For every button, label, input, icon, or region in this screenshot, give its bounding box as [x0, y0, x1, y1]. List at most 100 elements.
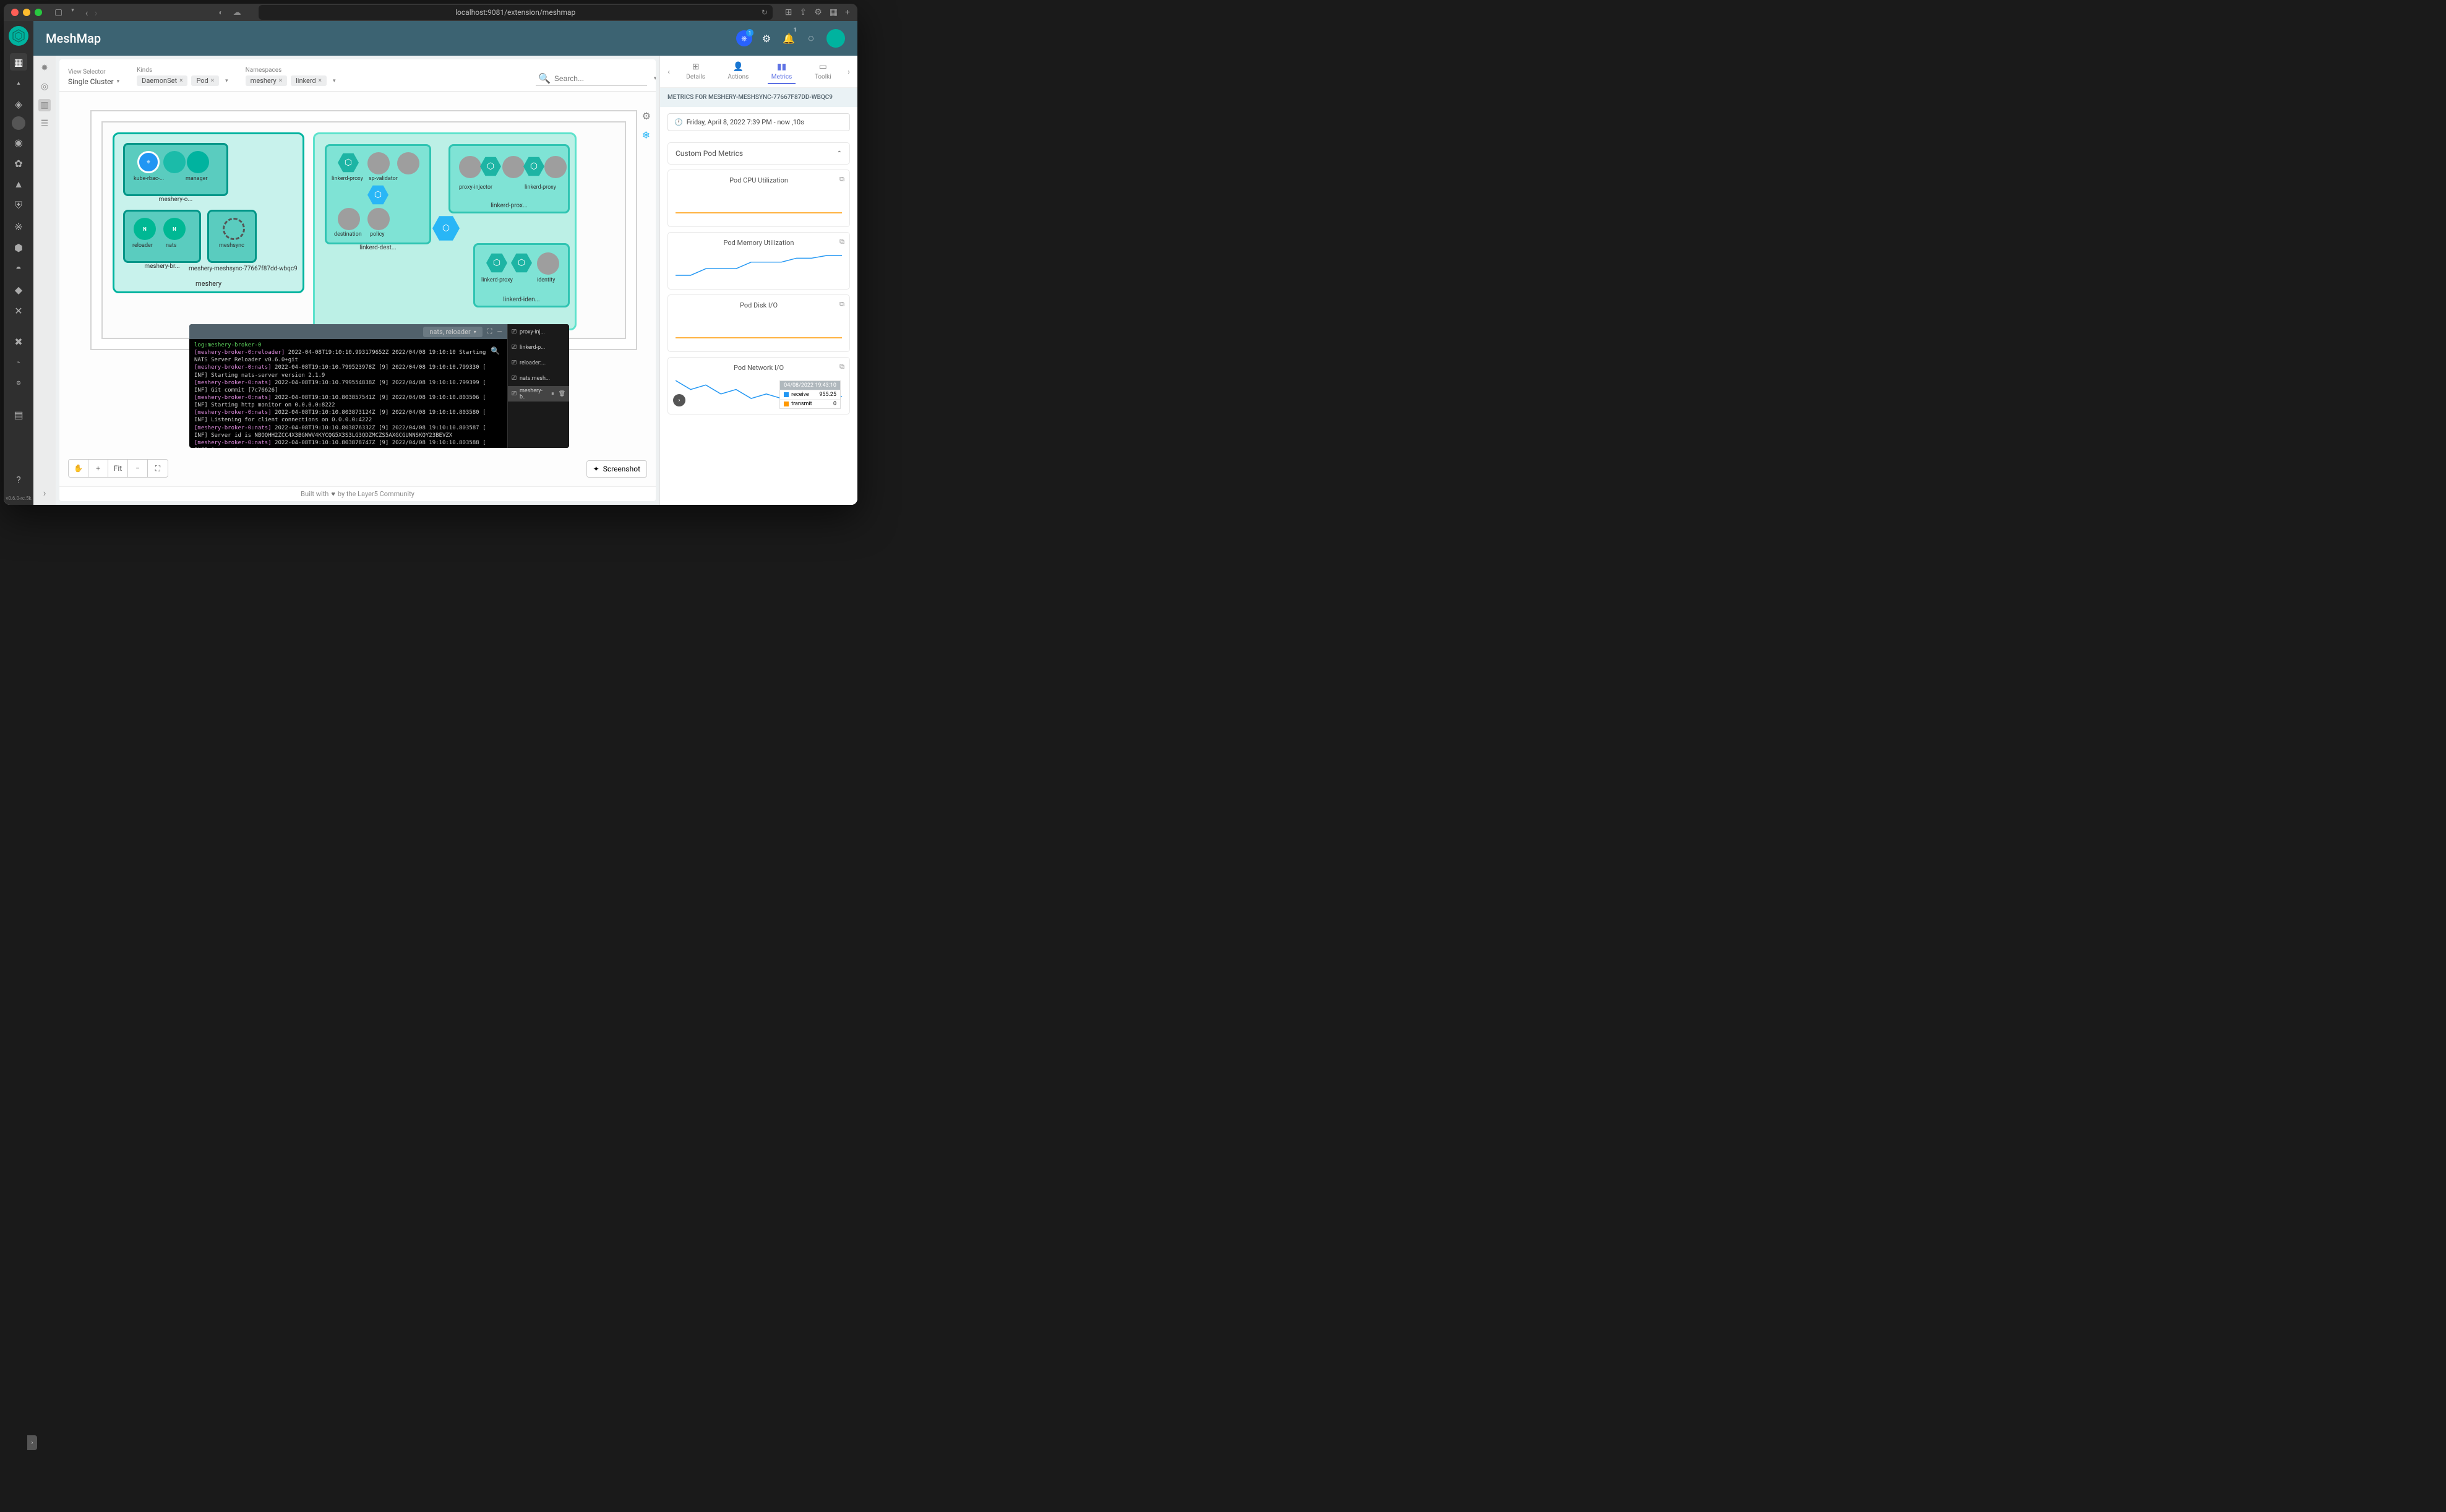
minimize-window[interactable] [23, 9, 30, 16]
k8s-context-icon[interactable]: ⎈1 [736, 30, 752, 46]
bug-icon[interactable]: ✹ [38, 62, 51, 74]
terminal-fullscreen-icon[interactable]: ⛶ [487, 327, 492, 336]
canvas[interactable]: ⚙ ❄ ⎈ [59, 92, 656, 486]
panel-tab-details[interactable]: ⊞Details [682, 59, 709, 84]
search-input[interactable] [554, 74, 650, 83]
rail-rocket-icon[interactable]: ▲ [10, 176, 27, 193]
open-icon[interactable]: ⧉ [839, 300, 844, 309]
rail-mesh-icon[interactable]: ※ [10, 218, 27, 235]
rail-expand-icon[interactable]: ▴ [10, 74, 27, 92]
pause-icon[interactable]: ⏸ [551, 391, 554, 397]
node-manager[interactable] [187, 151, 209, 173]
pod-meshery-operator[interactable]: ⎈ kube-rbac-... manager meshery-o... [123, 143, 228, 196]
url-bar[interactable]: localhost:9081/extension/meshmap ↻ [259, 5, 773, 20]
close-window[interactable] [11, 9, 19, 16]
terminal-selector-dropdown[interactable]: nats, reloader▾ [423, 327, 482, 337]
layers-icon[interactable]: ☰ [38, 118, 51, 130]
tabs-scroll-left[interactable]: ‹ [663, 67, 675, 76]
rail-hex-icon[interactable]: ⬢ [10, 239, 27, 256]
terminal-body[interactable]: log:meshery-broker-0[meshery-broker-0:re… [189, 339, 507, 448]
settings-icon[interactable]: ⚙ [814, 7, 822, 17]
node-hx3[interactable]: ⬡ [486, 252, 507, 273]
pod-linkerd-dest[interactable]: ⬡ linkerd-proxy sp-validator ⬡ desti [325, 144, 431, 244]
namespace-linkerd[interactable]: ⬡ linkerd-proxy sp-validator ⬡ desti [313, 132, 577, 330]
fit-button[interactable]: Fit [108, 460, 128, 477]
node-hx2[interactable]: ⬡ [523, 156, 544, 177]
open-icon[interactable]: ⧉ [839, 175, 844, 184]
pod-linkerd-prox[interactable]: ⬡ ⬡ proxy-injector linkerd-proxy linkerd… [448, 144, 570, 213]
time-range-selector[interactable]: 🕐 Friday, April 8, 2022 7:39 PM - now ,1… [667, 113, 850, 131]
pan-button[interactable]: ✋ [69, 460, 88, 477]
delete-icon[interactable]: 🗑 [559, 391, 565, 397]
floating-hex[interactable]: ⬡ [432, 215, 460, 242]
node-policy[interactable] [367, 208, 390, 230]
terminal-tab[interactable]: ⎚proxy-inj... [508, 324, 569, 340]
kind-chip[interactable]: Pod × [191, 75, 219, 86]
node-g4[interactable] [544, 156, 567, 178]
fullscreen-button[interactable]: ⛶ [148, 460, 168, 477]
rail-network-icon[interactable]: ✕ [10, 302, 27, 319]
namespace-chip[interactable]: linkerd × [291, 75, 327, 86]
view-selector-dropdown[interactable]: Single Cluster [68, 77, 119, 86]
rail-map-icon[interactable]: ▤ [10, 406, 27, 423]
chevron-down-icon[interactable]: ▾ [71, 7, 74, 17]
rail-shield-icon[interactable]: ⛨ [10, 197, 27, 214]
forward-button[interactable]: › [95, 7, 98, 19]
reload-icon[interactable]: ↻ [762, 8, 768, 17]
rail-help-icon[interactable]: ? [10, 471, 27, 488]
meshery-logo[interactable] [9, 26, 28, 46]
custom-pod-metrics-accordion[interactable]: Custom Pod Metrics ⌃ [667, 142, 850, 165]
bell-icon[interactable]: 🔔1 [781, 30, 797, 46]
scroll-chevron[interactable]: › [673, 394, 685, 406]
node-meshsync[interactable] [223, 218, 245, 240]
rail-compass-icon[interactable]: ◉ [10, 134, 27, 151]
rail-envoy-icon[interactable] [12, 116, 25, 130]
grid-icon[interactable]: ⊞ [785, 7, 792, 17]
node-hx4[interactable]: ⬡ [511, 252, 532, 273]
screenshot-button[interactable]: ✦ Screenshot [586, 460, 647, 478]
kinds-dropdown-icon[interactable]: ▾ [225, 78, 228, 84]
node-kube-rbac[interactable]: ⎈ [137, 151, 160, 173]
tabs-scroll-right[interactable]: › [843, 67, 855, 76]
cloud-icon[interactable]: ☁ [233, 8, 241, 17]
node-identity[interactable] [537, 252, 559, 275]
panel-tab-actions[interactable]: 👤Actions [724, 59, 752, 84]
canvas-snow-icon[interactable]: ❄ [642, 129, 651, 141]
share-icon[interactable]: ⇪ [800, 7, 807, 17]
node-hex-blue[interactable]: ⬡ [367, 184, 388, 205]
rail-tools-icon[interactable]: ✖ [10, 333, 27, 350]
sidebar-icon[interactable]: ▢ [54, 7, 62, 17]
node-nats[interactable]: N [163, 218, 186, 240]
search-chevron-icon[interactable]: ▾ [654, 75, 656, 82]
canvas-gear-icon[interactable]: ⚙ [642, 110, 651, 122]
maximize-window[interactable] [35, 9, 42, 16]
pod-linkerd-iden[interactable]: ⬡ ⬡ linkerd-proxy identity linkerd-iden.… [473, 243, 570, 307]
node-g2[interactable] [459, 156, 481, 178]
tabs-icon[interactable]: ▦ [830, 7, 838, 17]
terminal-tab[interactable]: ⎚reloader:... [508, 355, 569, 371]
search-box[interactable]: 🔍 ▾ [536, 71, 647, 86]
node-destination[interactable] [338, 208, 360, 230]
ns-dropdown-icon[interactable]: ▾ [333, 78, 336, 84]
avatar[interactable] [826, 29, 845, 48]
target-icon[interactable]: ◎ [38, 80, 51, 93]
terminal-tab[interactable]: ⎚meshery-b..⏸🗑 [508, 386, 569, 402]
node-hx1[interactable]: ⬡ [480, 156, 501, 177]
gear-icon[interactable]: ⚙ [758, 30, 775, 46]
namespace-meshery[interactable]: ⎈ kube-rbac-... manager meshery-o... [113, 132, 304, 293]
terminal-minimize-icon[interactable]: — [497, 328, 502, 336]
node-gray1[interactable] [397, 152, 419, 174]
new-tab-icon[interactable]: + [845, 7, 850, 17]
rail-dashboard-icon[interactable]: ▦ [10, 53, 27, 71]
node-linkerd-proxy[interactable]: ⬡ [338, 152, 359, 173]
pod-meshsync[interactable]: meshsync [207, 210, 257, 263]
hist-icon[interactable]: ▥ [38, 99, 51, 111]
node-g3[interactable] [502, 156, 525, 178]
rail-settings-icon[interactable]: ⚙ [10, 375, 27, 392]
zoom-in-button[interactable]: + [88, 460, 108, 477]
rail-diamond-icon[interactable]: ◆ [10, 281, 27, 298]
reader-icon[interactable]: ◐ [218, 8, 223, 17]
spinner-icon[interactable]: ◌ [803, 30, 819, 46]
panel-tab-metrics[interactable]: ▮▮Metrics [768, 59, 796, 84]
open-icon[interactable]: ⧉ [839, 363, 844, 371]
